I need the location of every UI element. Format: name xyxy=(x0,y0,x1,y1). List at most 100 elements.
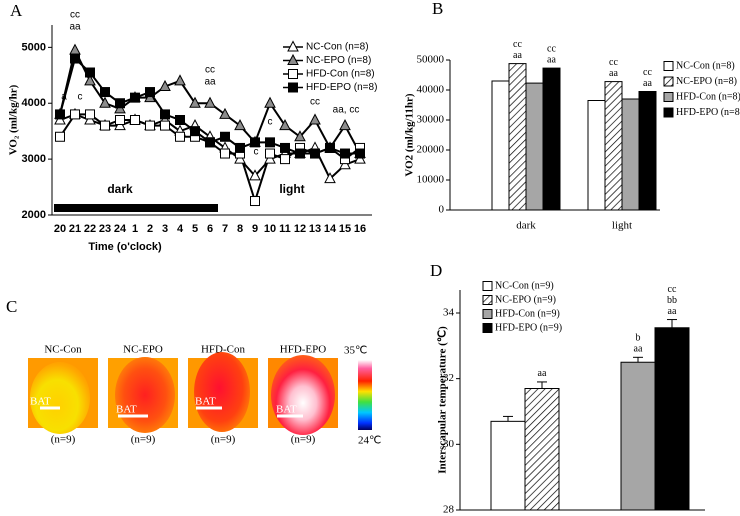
annotation: c xyxy=(78,92,83,103)
data-point xyxy=(55,109,65,120)
bar xyxy=(638,91,657,211)
data-point xyxy=(85,67,95,78)
data-point xyxy=(115,115,125,125)
data-point xyxy=(130,115,140,125)
annotation: cc xyxy=(643,67,652,78)
bar xyxy=(604,81,623,211)
x-tick-label: 3 xyxy=(162,223,168,235)
y-tick-label: 0 xyxy=(439,204,445,216)
annotation: aa xyxy=(547,54,556,65)
annotation: aa xyxy=(634,344,643,355)
panel-letter: A xyxy=(10,1,23,20)
image-title: HFD-EPO xyxy=(280,344,327,356)
legend-label: NC-Con (n=8) xyxy=(676,60,735,71)
data-point xyxy=(205,137,215,148)
legend-swatch xyxy=(663,107,674,118)
legend-swatch xyxy=(482,323,493,333)
x-tick-label: 7 xyxy=(222,223,228,235)
thermal-image: HFD-EPO BAT (n=9) xyxy=(268,344,338,446)
x-tick-label: 22 xyxy=(84,223,96,235)
y-tick-label: 10000 xyxy=(417,174,445,186)
x-axis-label: Time (o'clock) xyxy=(88,241,162,253)
x-tick-label: 6 xyxy=(207,223,213,235)
legend-swatch xyxy=(482,309,493,319)
data-point xyxy=(100,87,110,98)
annotation: cc xyxy=(70,10,80,21)
x-tick-label: 23 xyxy=(99,223,111,235)
data-point xyxy=(339,119,351,131)
data-point xyxy=(234,119,246,131)
thermal-image: NC-EPO BAT (n=9) xyxy=(108,344,178,446)
x-tick-label: 12 xyxy=(294,223,306,235)
legend-label: HFD-EPO (n=9) xyxy=(495,322,562,333)
y-tick-label: 4000 xyxy=(22,97,46,109)
image-label: BAT xyxy=(276,404,297,416)
image-n: (n=9) xyxy=(211,434,236,446)
panel-letter: D xyxy=(430,261,442,280)
annotation: bb xyxy=(667,295,677,306)
data-point xyxy=(249,169,261,181)
data-point xyxy=(99,96,111,108)
y-tick-label: 40000 xyxy=(417,84,445,96)
annotation: cc xyxy=(310,97,320,108)
data-point xyxy=(325,142,335,153)
data-point xyxy=(310,148,320,159)
image-title: NC-Con xyxy=(44,344,82,356)
annotation: aa xyxy=(69,22,81,33)
y-axis-label: VO2 (ml/kg/11hr) xyxy=(404,93,416,177)
data-point xyxy=(130,92,140,103)
image-n: (n=9) xyxy=(291,434,316,446)
legend-label: NC-Con (n=9) xyxy=(495,280,554,291)
legend-swatch xyxy=(482,281,493,291)
annotation: a xyxy=(61,92,67,103)
annotation: aa xyxy=(668,306,677,317)
data-point xyxy=(219,107,231,119)
data-point xyxy=(264,96,276,108)
y-axis-label: VO₂ (ml/kg/hr) xyxy=(8,84,20,155)
y-tick-label: 50000 xyxy=(417,54,445,66)
data-point xyxy=(159,79,171,91)
data-point xyxy=(204,96,216,108)
data-point xyxy=(309,113,321,125)
image-title: NC-EPO xyxy=(123,344,163,356)
panel-letter: B xyxy=(432,0,443,18)
color-scale xyxy=(358,360,372,430)
x-tick-label: light xyxy=(612,220,632,232)
x-tick-label: 24 xyxy=(114,223,127,235)
legend-swatch xyxy=(663,61,674,71)
data-point xyxy=(189,96,201,108)
legend-label: NC-Con (n=8) xyxy=(306,42,369,53)
data-point xyxy=(190,126,200,137)
data-point xyxy=(70,53,80,64)
dark-period-bar xyxy=(54,204,218,212)
annotation: cc xyxy=(205,65,215,76)
data-point xyxy=(160,109,170,120)
annotation: c xyxy=(268,117,273,128)
data-point xyxy=(280,142,290,153)
image-label: BAT xyxy=(30,396,51,408)
data-point xyxy=(70,109,80,120)
scale-min: 24℃ xyxy=(358,435,381,447)
data-point xyxy=(100,120,110,131)
data-point xyxy=(115,98,125,109)
legend-label: HFD-Con (n=8) xyxy=(676,91,740,102)
data-point xyxy=(295,148,305,159)
legend-label: HFD-Con (n=9) xyxy=(495,308,560,319)
y-tick-label: 32 xyxy=(443,372,454,384)
y-tick-label: 34 xyxy=(443,307,455,319)
y-tick-label: 5000 xyxy=(22,41,46,53)
data-point xyxy=(69,43,81,55)
scale-max: 35℃ xyxy=(344,345,367,357)
x-tick-label: 10 xyxy=(264,223,276,235)
data-point xyxy=(250,137,260,148)
data-point xyxy=(145,87,155,98)
annotation: aa xyxy=(609,68,618,79)
period-label: dark xyxy=(107,182,133,196)
x-tick-label: 21 xyxy=(69,223,81,235)
x-tick-label: 16 xyxy=(354,223,366,235)
image-label: BAT xyxy=(116,404,137,416)
bar xyxy=(654,327,690,511)
annotation: aa xyxy=(513,50,522,61)
y-tick-label: 28 xyxy=(443,504,455,516)
